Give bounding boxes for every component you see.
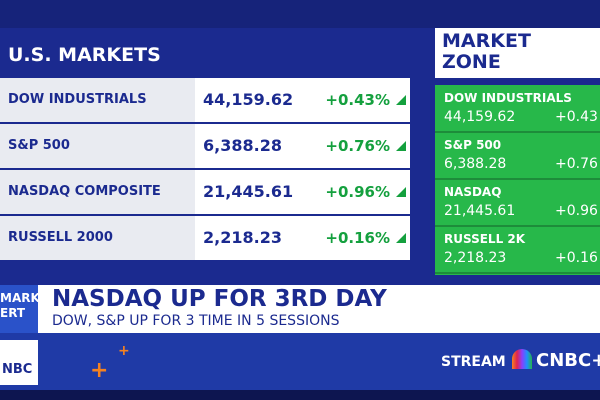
zone-title: MARKET ZONE	[442, 30, 531, 73]
zone-change: +0.76	[555, 156, 598, 172]
market-row: NASDAQ COMPOSITE 21,445.61 +0.96%	[0, 170, 410, 214]
zone-change: +0.43	[555, 109, 598, 125]
index-change: +0.76%	[320, 124, 410, 168]
logo-box	[0, 340, 38, 385]
index-name: NASDAQ COMPOSITE	[0, 170, 195, 214]
index-value: 2,218.23	[195, 216, 320, 260]
headline: NASDAQ UP FOR 3RD DAY	[52, 286, 387, 312]
zone-name: S&P 500	[444, 138, 502, 152]
index-name: S&P 500	[0, 124, 195, 168]
zone-change: +0.96	[555, 203, 598, 219]
zone-value: 6,388.28	[444, 156, 507, 172]
index-value: 6,388.28	[195, 124, 320, 168]
zone-row: RUSSELL 2K 2,218.23 +0.16	[435, 226, 600, 274]
zone-name: RUSSELL 2K	[444, 232, 526, 246]
footer	[0, 333, 600, 390]
index-name: DOW INDUSTRIALS	[0, 78, 195, 122]
alert-label: ERT	[0, 306, 26, 320]
subhead: DOW, S&P UP FOR 3 TIME IN 5 SESSIONS	[52, 313, 340, 329]
zone-body	[435, 85, 600, 275]
logo: NBC	[2, 362, 33, 377]
zone-header	[435, 28, 600, 78]
index-value: 21,445.61	[195, 170, 320, 214]
index-change: +0.16%	[320, 216, 410, 260]
zone-value: 21,445.61	[444, 203, 516, 219]
zone-row: S&P 500 6,388.28 +0.76	[435, 132, 600, 180]
plus-icon: +	[90, 358, 109, 383]
zone-name: NASDAQ	[444, 185, 502, 199]
market-row: RUSSELL 2000 2,218.23 +0.16%	[0, 216, 410, 260]
stream-label: STREAM	[441, 354, 506, 370]
peacock-icon	[512, 349, 532, 369]
up-arrow	[396, 95, 406, 105]
market-row: DOW INDUSTRIALS 44,159.62 +0.43%	[0, 78, 410, 122]
zone-value: 2,218.23	[444, 250, 507, 266]
bottom-edge	[0, 390, 600, 400]
panel-title: U.S. MARKETS	[8, 44, 161, 66]
market-row: S&P 500 6,388.28 +0.76%	[0, 124, 410, 168]
up-arrow	[396, 187, 406, 197]
alert-box	[0, 285, 38, 333]
top-strip	[0, 0, 600, 28]
up-arrow	[396, 233, 406, 243]
zone-value: 44,159.62	[444, 109, 516, 125]
banner	[38, 285, 600, 333]
index-value: 44,159.62	[195, 78, 320, 122]
zone-row: NASDAQ 21,445.61 +0.96	[435, 179, 600, 227]
brand: CNBC+	[536, 350, 600, 371]
index-change: +0.96%	[320, 170, 410, 214]
plus-icon: +	[118, 343, 130, 359]
up-arrow	[396, 141, 406, 151]
zone-name: DOW INDUSTRIALS	[444, 91, 572, 105]
index-name: RUSSELL 2000	[0, 216, 195, 260]
zone-row: DOW INDUSTRIALS 44,159.62 +0.43	[435, 85, 600, 133]
index-change: +0.43%	[320, 78, 410, 122]
zone-change: +0.16	[555, 250, 598, 266]
